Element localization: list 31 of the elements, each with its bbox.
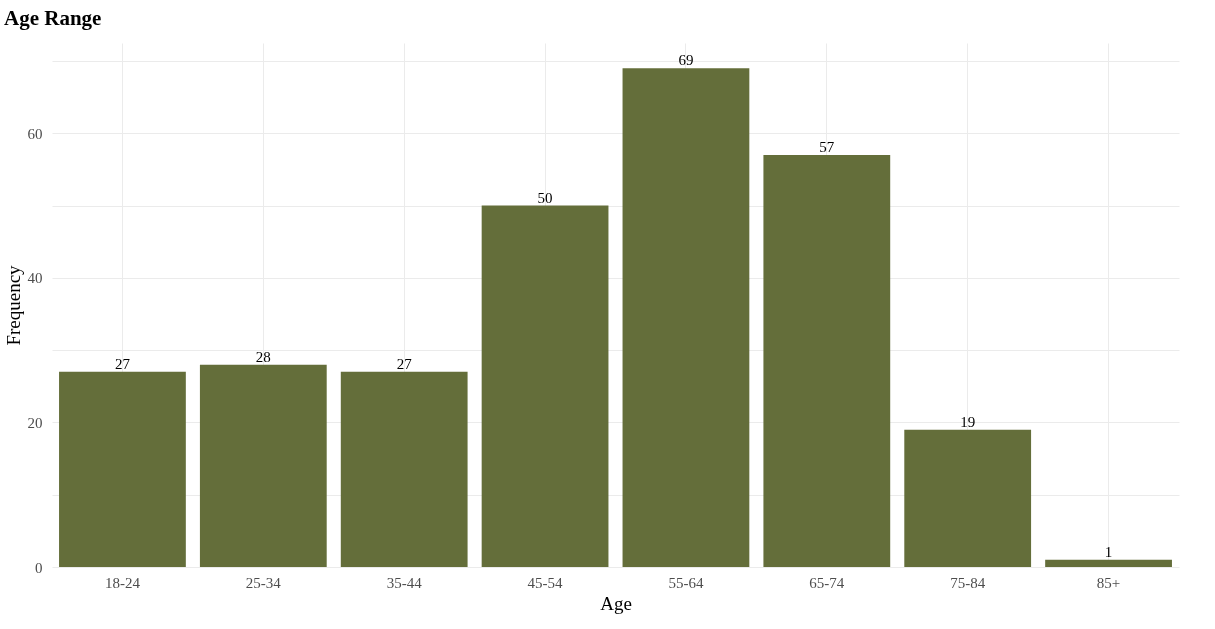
x-tick-label: 18-24 — [104, 574, 141, 591]
bar — [904, 429, 1032, 567]
bar — [59, 371, 186, 567]
bar — [481, 205, 609, 567]
x-tick-label: 45-54 — [527, 574, 564, 591]
y-axis-title: Frequency — [2, 264, 24, 346]
bar — [340, 371, 468, 567]
y-tick-label: 60 — [27, 125, 43, 142]
bar — [622, 68, 750, 567]
data-label: 50 — [537, 189, 553, 206]
y-tick-label: 40 — [27, 270, 43, 287]
data-label: 28 — [255, 348, 271, 365]
x-tick-label: 65-74 — [809, 574, 845, 591]
y-tick-label: 20 — [27, 414, 43, 431]
data-label: 27 — [114, 355, 131, 372]
data-label: 27 — [396, 355, 413, 372]
x-tick-label: 55-64 — [668, 574, 704, 591]
bar — [1045, 559, 1172, 567]
y-tick-label: 0 — [35, 559, 43, 576]
x-tick-label: 75-84 — [950, 574, 986, 591]
bar — [763, 155, 891, 567]
x-tick-label: 35-44 — [386, 574, 423, 591]
x-axis-title: Age — [600, 592, 632, 614]
chart-title: Age Range — [4, 6, 102, 30]
data-label: 1 — [1104, 543, 1113, 560]
bar — [199, 364, 327, 567]
x-tick-label: 25-34 — [245, 574, 282, 591]
data-label: 19 — [960, 413, 976, 430]
data-label: 57 — [819, 139, 835, 156]
data-label: 69 — [678, 52, 694, 69]
x-tick-label: 85+ — [1096, 574, 1121, 591]
